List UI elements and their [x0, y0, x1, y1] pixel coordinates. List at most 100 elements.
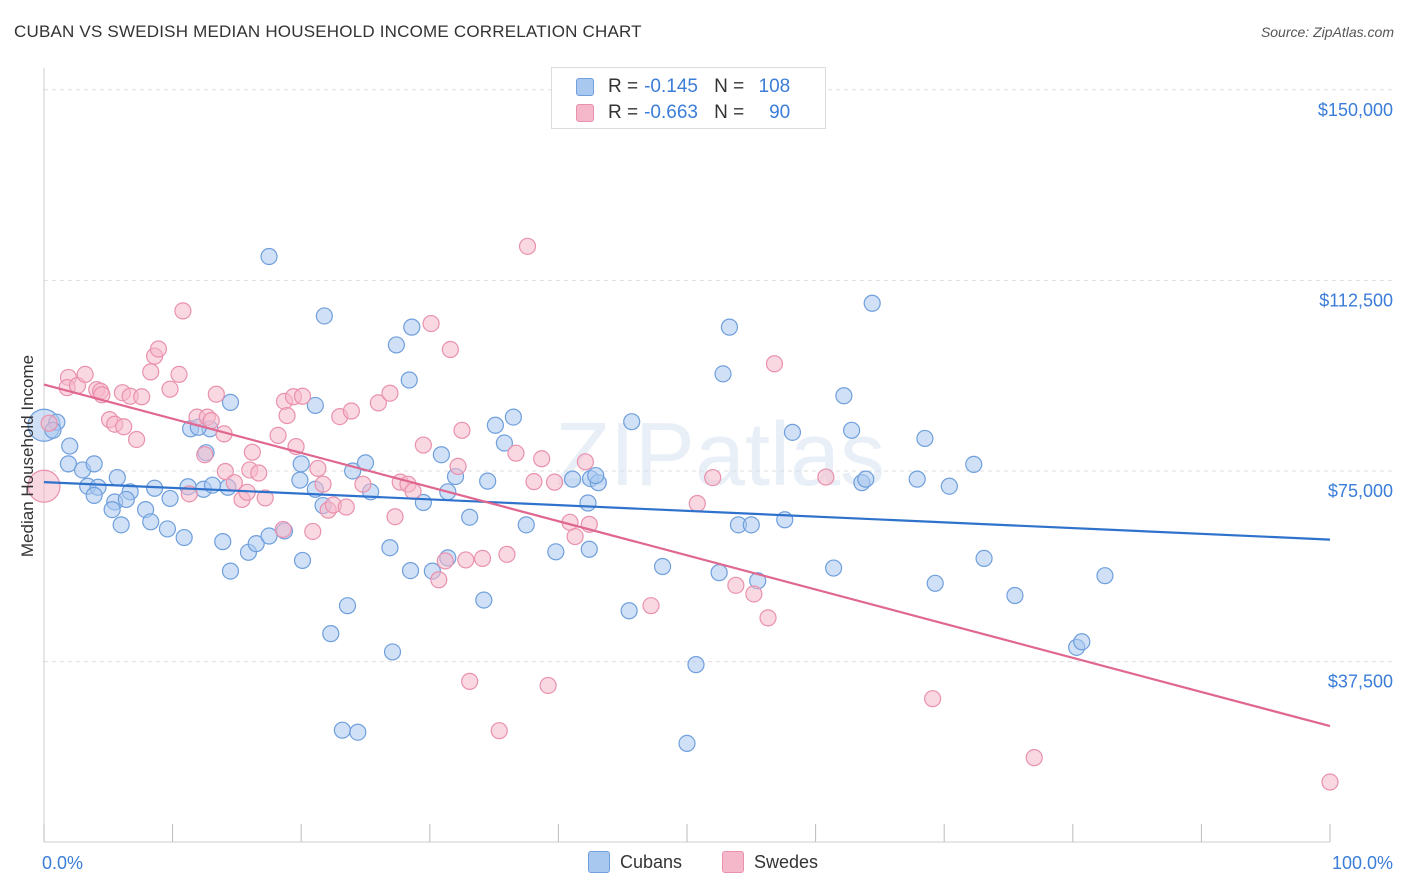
y-axis-title: Median Household Income — [18, 355, 37, 557]
cuban-point — [563, 470, 582, 488]
swede-point — [533, 450, 551, 468]
r-value: -0.145 — [644, 76, 698, 97]
cuban-point — [742, 516, 760, 534]
cuban-point — [475, 591, 493, 609]
swede-point — [688, 494, 706, 513]
watermark: ZIPatlas — [555, 405, 885, 505]
swede-point — [142, 363, 160, 381]
cuban-point — [381, 539, 399, 557]
swede-point — [216, 462, 234, 481]
cuban-point — [623, 413, 641, 431]
trend-lines — [43, 383, 1331, 728]
swede-point — [115, 418, 133, 436]
swede-point — [414, 436, 432, 454]
cuban-point — [678, 734, 696, 752]
cuban-point — [85, 486, 103, 504]
cuban-point — [349, 723, 367, 741]
swede-point — [642, 597, 660, 615]
cubans-swatch — [576, 78, 594, 96]
swede-point — [250, 464, 268, 482]
cuban-point — [504, 408, 522, 426]
swede-point — [817, 468, 835, 486]
cuban-point — [714, 365, 732, 383]
cuban-point — [1073, 633, 1091, 651]
cuban-point — [400, 371, 418, 389]
cuban-point — [175, 528, 193, 547]
cuban-point — [292, 455, 310, 473]
cuban-point — [247, 535, 265, 553]
cuban-point — [291, 471, 309, 489]
cuban-point — [965, 455, 983, 473]
cuban-point — [117, 490, 135, 509]
swede-point — [490, 722, 508, 740]
y-tick-label: $37,500 — [1328, 672, 1393, 692]
swedes-swatch — [722, 851, 744, 873]
cuban-point — [333, 721, 351, 739]
swede-point — [354, 475, 372, 493]
swede-point — [149, 340, 168, 358]
r-label: R = — [608, 76, 639, 97]
axes — [43, 68, 1331, 843]
cuban-point — [495, 434, 513, 452]
source-label: Source: ZipAtlas.com — [1260, 24, 1394, 40]
swedes-trend-line — [43, 383, 1331, 728]
cuban-point — [940, 477, 958, 495]
swede-point — [759, 609, 777, 627]
cuban-point — [338, 597, 357, 615]
cuban-point — [142, 513, 160, 531]
series-swedes-points — [27, 237, 1339, 791]
cuban-point — [221, 393, 240, 411]
swede-point — [304, 522, 322, 541]
cuban-point — [687, 656, 705, 674]
cuban-point — [260, 527, 278, 545]
cuban-point — [322, 625, 340, 643]
n-label: N = — [714, 102, 745, 123]
cuban-point — [461, 508, 479, 526]
swede-point — [381, 384, 399, 402]
swede-point — [174, 302, 192, 320]
swede-point — [436, 552, 454, 570]
swede-point — [727, 576, 745, 594]
cuban-point — [85, 455, 103, 473]
swede-point — [745, 585, 763, 603]
legend-item-swedes[interactable]: Swedes — [722, 851, 818, 873]
swede-point — [441, 340, 459, 359]
swede-point — [453, 421, 471, 439]
cuban-point — [908, 470, 926, 488]
swede-point — [196, 446, 214, 464]
cuban-point — [857, 470, 875, 488]
swede-point — [1321, 773, 1339, 791]
swede-point — [269, 426, 287, 444]
legend-item-cubans[interactable]: Cubans — [587, 851, 682, 873]
y-tick-label: $75,000 — [1328, 481, 1393, 501]
cuban-point — [401, 561, 420, 580]
cuban-point — [306, 396, 324, 415]
cuban-point — [580, 540, 598, 558]
cuban-point — [517, 516, 535, 534]
cuban-point — [403, 318, 421, 336]
swede-point — [274, 520, 292, 539]
legend-row-cubans: R = -0.145 N = 108 — [576, 75, 790, 99]
cubans-trend-line — [43, 481, 1331, 541]
cuban-point — [214, 533, 232, 551]
x-tick-label: 100.0% — [1332, 853, 1393, 873]
r-label: R = — [608, 102, 639, 123]
cuban-point — [1006, 586, 1024, 605]
y-tick-label: $150,000 — [1318, 100, 1393, 120]
cuban-point — [825, 559, 843, 577]
swede-point — [309, 459, 327, 478]
swede-point — [1025, 749, 1043, 767]
cuban-point — [61, 437, 79, 455]
swede-point — [314, 475, 332, 493]
swede-point — [386, 508, 404, 526]
swede-point — [576, 453, 595, 471]
cuban-point — [387, 336, 405, 354]
cuban-point — [720, 318, 739, 336]
correlation-legend: R = -0.145 N = 108 R = -0.663 N = 90 — [551, 67, 826, 129]
swede-point — [76, 365, 94, 384]
cuban-point — [916, 429, 934, 448]
cuban-point — [547, 543, 565, 561]
cuban-point — [620, 602, 638, 620]
swede-point — [704, 468, 722, 487]
